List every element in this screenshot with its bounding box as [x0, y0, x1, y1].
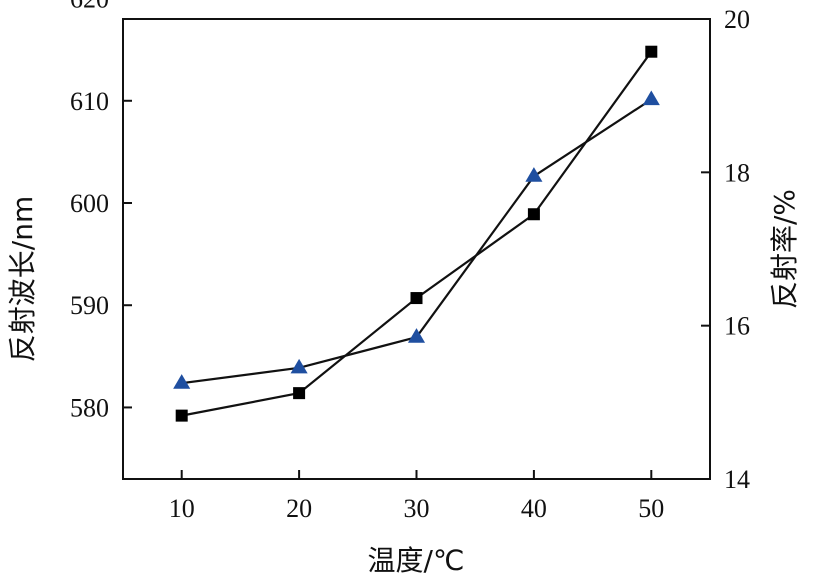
x-axis-title: 温度/℃ [368, 544, 465, 577]
triangle-marker-point [173, 374, 191, 389]
series-line-1 [181, 51, 653, 417]
triangle-marker-point [290, 358, 308, 374]
right-y-axis-ticks: 14 16 18 20 [701, 5, 750, 494]
right-y-tick-label: 14 [724, 465, 750, 494]
left-y-tick-label: 610 [70, 87, 109, 116]
x-axis-ticks: 10 20 30 40 50 [169, 470, 664, 523]
square-marker-point [175, 409, 188, 422]
x-tick-label: 50 [638, 494, 664, 523]
x-tick-label: 20 [286, 494, 312, 523]
left-y-axis-title: 反射波长/nm [6, 196, 39, 362]
square-marker-point [527, 208, 540, 221]
series-layer [173, 45, 660, 422]
x-tick-label: 40 [521, 494, 547, 523]
x-tick-label: 30 [404, 494, 430, 523]
x-tick-label: 10 [169, 494, 195, 523]
square-marker-point [410, 292, 423, 305]
square-marker-point [645, 45, 658, 58]
triangle-marker-point [642, 90, 660, 106]
left-y-tick-label: 580 [70, 393, 109, 422]
right-y-tick-label: 20 [724, 5, 750, 34]
left-y-tick-label: 620 [70, 0, 109, 14]
right-y-tick-label: 16 [724, 312, 750, 341]
left-y-axis-ticks: 580 590 600 610 620 [70, 0, 132, 422]
right-y-axis-title: 反射率/% [768, 189, 801, 309]
left-y-tick-label: 590 [70, 291, 109, 320]
left-y-tick-label: 600 [70, 189, 109, 218]
triangle-marker-point [525, 167, 543, 182]
triangle-marker-point [407, 328, 426, 343]
right-y-tick-label: 18 [724, 158, 750, 187]
square-marker-point [293, 387, 306, 400]
